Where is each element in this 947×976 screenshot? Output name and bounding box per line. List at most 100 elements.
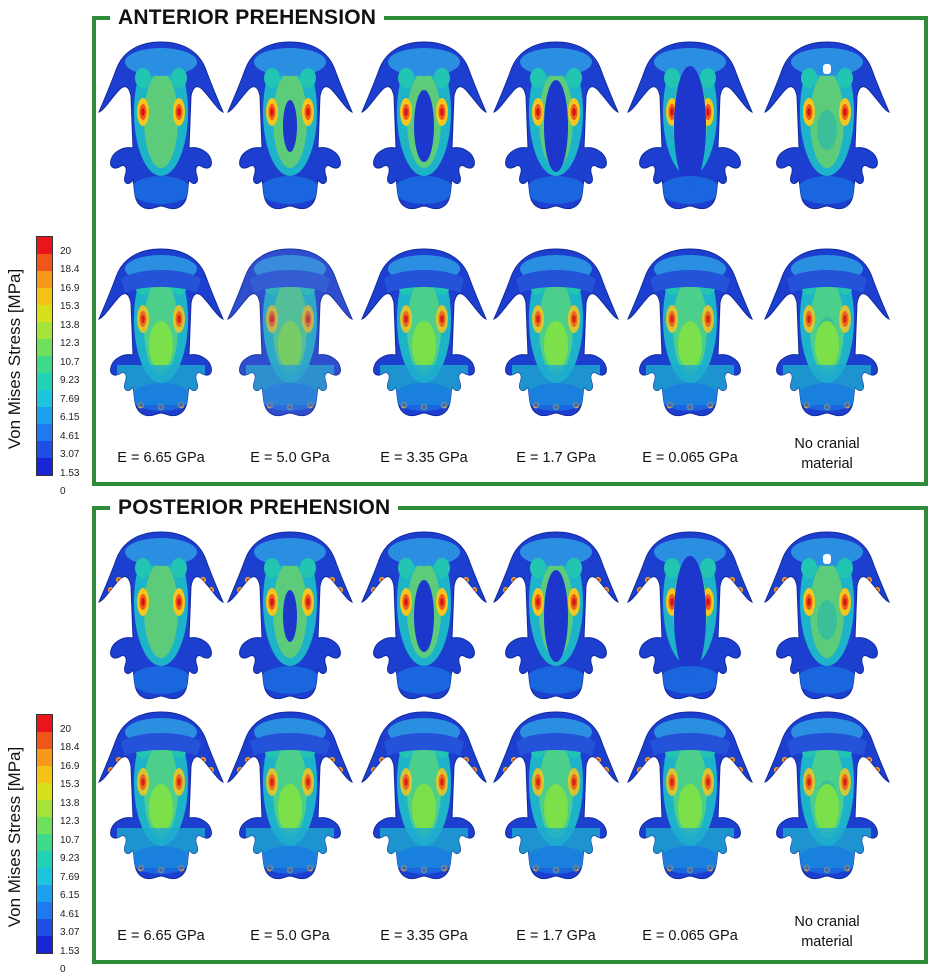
- skull-model: [97, 708, 225, 883]
- skull-model: [360, 245, 488, 420]
- color-swatch: [37, 766, 52, 783]
- legend-tick: 15.3: [60, 301, 80, 313]
- modulus-label: E = 5.0 GPa: [250, 928, 330, 944]
- legend-tick: 1.53: [60, 945, 80, 957]
- skull-model: [763, 38, 891, 213]
- legend-tick: 9.23: [60, 853, 80, 865]
- skull-model: [226, 528, 354, 703]
- color-swatch: [37, 305, 52, 322]
- color-swatch: [37, 783, 52, 800]
- legend-tick: 1.53: [60, 467, 80, 479]
- color-swatch: [37, 356, 52, 373]
- legend-tick: 10.7: [60, 834, 80, 846]
- color-swatch: [37, 732, 52, 749]
- color-swatch: [37, 390, 52, 407]
- skull-model: [763, 708, 891, 883]
- color-swatch: [37, 441, 52, 458]
- skull-model: [360, 708, 488, 883]
- skull-model: [626, 38, 754, 213]
- legend-tick: 6.15: [60, 412, 80, 424]
- color-swatch: [37, 936, 52, 953]
- modulus-label: No cranial material: [794, 436, 860, 472]
- modulus-label: E = 1.7 GPa: [516, 450, 596, 466]
- legend-tick: 18.4: [60, 742, 80, 754]
- legend-tick: 18.4: [60, 264, 80, 276]
- legend-tick: 7.69: [60, 871, 80, 883]
- skull-model: [360, 528, 488, 703]
- legend-tick: 4.61: [60, 908, 80, 920]
- modulus-label: E = 6.65 GPa: [117, 928, 205, 944]
- legend-tick: 20: [60, 724, 72, 735]
- color-swatch: [37, 237, 52, 254]
- modulus-label: E = 3.35 GPa: [380, 928, 468, 944]
- legend-title: Von Mises Stress [MPa]: [5, 746, 25, 928]
- skull-model: [763, 528, 891, 703]
- skull-model: [763, 245, 891, 420]
- color-scale-bar: [36, 236, 53, 476]
- panel-title: ANTERIOR PREHENSION: [110, 5, 385, 31]
- legend-title: Von Mises Stress [MPa]: [5, 268, 25, 450]
- color-swatch: [37, 424, 52, 441]
- skull-model: [97, 38, 225, 213]
- modulus-label: E = 0.065 GPa: [642, 928, 738, 944]
- modulus-label: No cranial material: [794, 914, 860, 950]
- color-swatch: [37, 407, 52, 424]
- color-swatch: [37, 288, 52, 305]
- legend-tick: 7.69: [60, 393, 80, 405]
- color-swatch: [37, 800, 52, 817]
- legend-tick: 0: [60, 486, 66, 497]
- color-swatch: [37, 373, 52, 390]
- skull-model: [626, 708, 754, 883]
- color-swatch: [37, 919, 52, 936]
- modulus-label: E = 0.065 GPa: [642, 450, 738, 466]
- skull-model: [492, 38, 620, 213]
- modulus-label: E = 5.0 GPa: [250, 450, 330, 466]
- skull-model: [226, 708, 354, 883]
- color-swatch: [37, 868, 52, 885]
- skull-model: [492, 528, 620, 703]
- legend-tick: 12.3: [60, 338, 80, 350]
- legend-tick: 6.15: [60, 890, 80, 902]
- legend-tick: 3.07: [60, 449, 80, 461]
- skull-model: [492, 708, 620, 883]
- legend-tick: 13.8: [60, 797, 80, 809]
- skull-model: [360, 38, 488, 213]
- anterior-prehension-panel: ANTERIOR PREHENSION: [92, 5, 928, 486]
- skull-model: [97, 245, 225, 420]
- color-swatch: [37, 339, 52, 356]
- legend-tick: 10.7: [60, 356, 80, 368]
- color-swatch: [37, 458, 52, 475]
- legend-tick: 12.3: [60, 816, 80, 828]
- color-swatch: [37, 254, 52, 271]
- skull-model: [626, 245, 754, 420]
- color-swatch: [37, 851, 52, 868]
- skull-model: [226, 38, 354, 213]
- color-swatch: [37, 749, 52, 766]
- stress-legend: Von Mises Stress [MPa] 20 18.4 16.9 15.3 13.8…: [2, 236, 90, 497]
- color-swatch: [37, 885, 52, 902]
- color-swatch: [37, 834, 52, 851]
- skull-model: [492, 245, 620, 420]
- color-scale-bar: [36, 714, 53, 954]
- posterior-prehension-panel: POSTERIOR PREHENSION: [92, 495, 928, 964]
- legend-tick: 15.3: [60, 779, 80, 791]
- legend-tick: 0: [60, 964, 66, 975]
- stress-legend: Von Mises Stress [MPa] 20 18.4 16.9 15.3 13.8…: [2, 714, 90, 975]
- modulus-label: E = 1.7 GPa: [516, 928, 596, 944]
- color-swatch: [37, 817, 52, 834]
- skull-model: [97, 528, 225, 703]
- color-swatch: [37, 902, 52, 919]
- legend-tick: 4.61: [60, 430, 80, 442]
- skull-model: [226, 245, 354, 420]
- legend-tick: 16.9: [60, 760, 80, 772]
- panel-title: POSTERIOR PREHENSION: [110, 495, 399, 521]
- legend-tick: 13.8: [60, 319, 80, 331]
- legend-tick: 20: [60, 246, 72, 257]
- modulus-label: E = 6.65 GPa: [117, 450, 205, 466]
- legend-tick: 9.23: [60, 375, 80, 387]
- color-swatch: [37, 322, 52, 339]
- modulus-label: E = 3.35 GPa: [380, 450, 468, 466]
- skull-model: [626, 528, 754, 703]
- legend-tick: 16.9: [60, 282, 80, 294]
- color-swatch: [37, 715, 52, 732]
